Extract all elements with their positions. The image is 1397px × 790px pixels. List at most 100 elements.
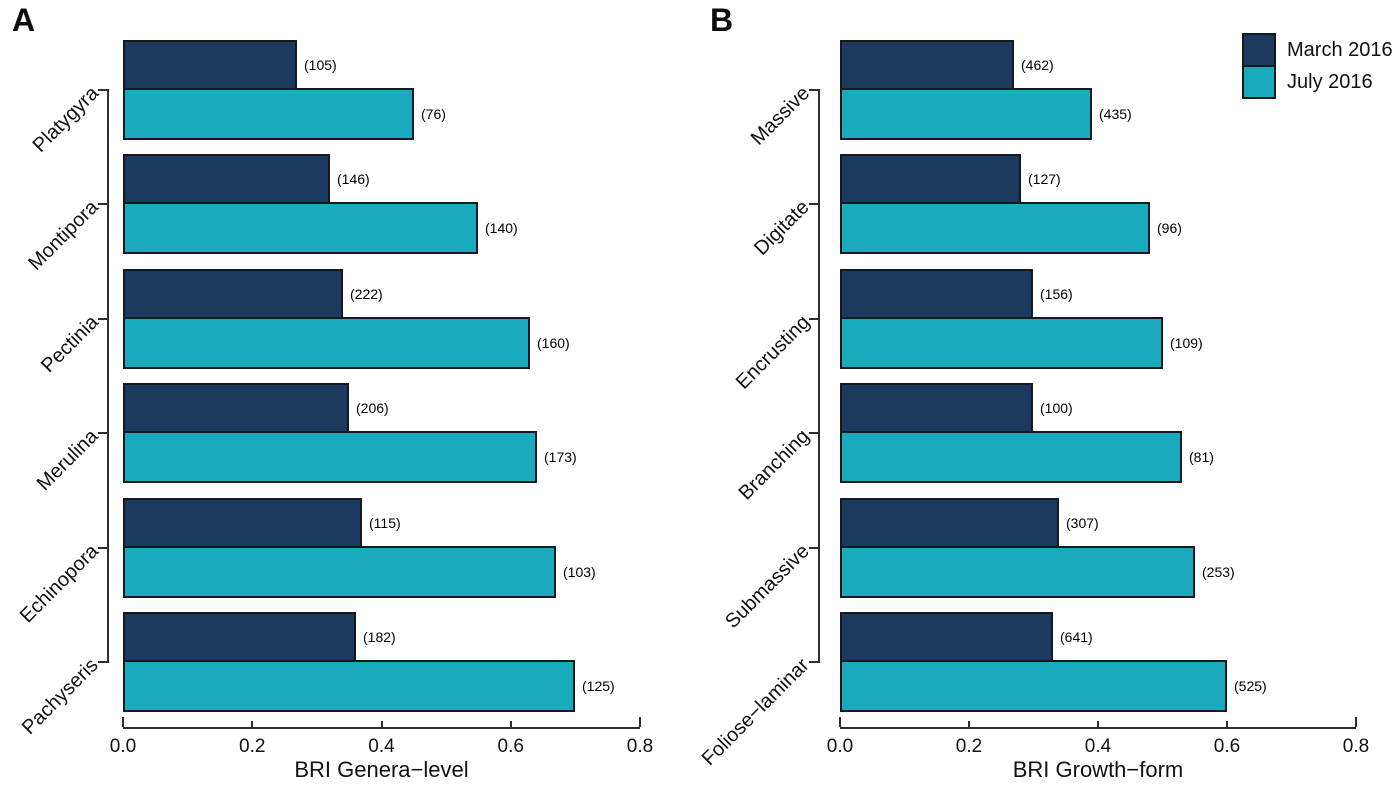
x-tick-label: 0.0 xyxy=(826,736,854,757)
sample-count-label: (140) xyxy=(485,220,518,237)
x-tick-label: 0.2 xyxy=(955,736,983,757)
x-tick-mark xyxy=(839,717,841,727)
bar-march-2016 xyxy=(123,612,356,662)
legend: March 2016 July 2016 xyxy=(1242,33,1393,99)
y-tick-mark xyxy=(809,203,818,206)
x-tick-mark xyxy=(1355,717,1357,727)
bar-march-2016 xyxy=(840,268,1033,319)
legend-label-march-2016: March 2016 xyxy=(1287,38,1393,61)
x-tick-label: 0.0 xyxy=(109,736,137,757)
y-tick-mark xyxy=(809,89,818,91)
legend-swatch-march-2016 xyxy=(1242,33,1276,67)
bar-july-2016 xyxy=(123,316,530,369)
y-tick-mark xyxy=(98,661,107,663)
bar-march-2016 xyxy=(123,383,349,434)
bar-july-2016 xyxy=(123,431,537,484)
sample-count-label: (127) xyxy=(1028,171,1061,188)
category-label: Pectinia xyxy=(36,311,103,377)
bar-july-2016 xyxy=(840,316,1163,369)
x-tick-label: 0.4 xyxy=(368,736,395,757)
sample-count-label: (206) xyxy=(356,400,389,417)
panel-b: B Massive (462) (435) Digitate (127) (96) Encr… xyxy=(698,0,1397,790)
sample-count-label: (156) xyxy=(1040,285,1073,302)
bar-july-2016 xyxy=(123,88,414,140)
bar-march-2016 xyxy=(840,40,1014,90)
panel-a-x-axis-title: BRI Genera−level xyxy=(294,757,469,782)
category-label: Pachyseris xyxy=(18,654,103,739)
x-tick-mark xyxy=(639,717,641,727)
sample-count-label: (435) xyxy=(1099,106,1132,122)
y-tick-mark xyxy=(98,432,107,435)
sample-count-label: (307) xyxy=(1066,514,1099,531)
x-tick-mark xyxy=(1097,721,1099,727)
y-tick-mark xyxy=(809,661,818,663)
sample-count-label: (222) xyxy=(350,285,383,302)
bar-march-2016 xyxy=(840,612,1053,662)
panel-b-x-axis-title: BRI Growth−form xyxy=(1012,757,1184,782)
sample-count-label: (173) xyxy=(544,449,577,466)
y-axis-line xyxy=(818,89,820,663)
x-tick-mark xyxy=(968,721,970,727)
y-tick-mark xyxy=(809,317,818,320)
category-label: Echinopora xyxy=(15,539,103,627)
category-label: Encrusting xyxy=(731,311,814,394)
sample-count-label: (105) xyxy=(304,57,337,73)
x-tick-label: 0.8 xyxy=(1342,736,1370,757)
sample-count-label: (109) xyxy=(1170,334,1203,351)
bar-march-2016 xyxy=(123,268,343,319)
x-axis-line xyxy=(123,727,640,729)
x-tick-label: 0.6 xyxy=(497,736,524,757)
bar-july-2016 xyxy=(840,660,1227,712)
panel-b-plot: Massive (462) (435) Digitate (127) (96) Encrus… xyxy=(698,0,1397,790)
y-axis-line xyxy=(107,89,109,663)
sample-count-label: (103) xyxy=(563,563,596,580)
category-label: Submassive xyxy=(721,539,814,633)
x-tick-label: 0.6 xyxy=(1213,736,1241,757)
y-tick-mark xyxy=(809,546,818,549)
bar-july-2016 xyxy=(840,88,1092,140)
x-tick-mark xyxy=(1226,721,1228,727)
bar-july-2016 xyxy=(840,202,1150,255)
x-tick-label: 0.8 xyxy=(626,736,654,757)
y-tick-mark xyxy=(809,432,818,435)
x-tick-label: 0.2 xyxy=(239,736,266,757)
panel-a: A Platygyra (105) (76) Montipora (146) (140) P… xyxy=(12,2,654,782)
x-tick-label: 0.4 xyxy=(1084,736,1112,757)
sample-count-label: (462) xyxy=(1021,57,1054,73)
sample-count-label: (81) xyxy=(1189,449,1214,466)
sample-count-label: (182) xyxy=(363,629,396,645)
bar-july-2016 xyxy=(123,660,575,712)
x-tick-mark xyxy=(380,721,383,727)
bar-march-2016 xyxy=(123,40,297,90)
bar-march-2016 xyxy=(840,497,1059,548)
legend-label-july-2016: July 2016 xyxy=(1287,70,1373,93)
category-label: Platygyra xyxy=(28,82,103,157)
bar-july-2016 xyxy=(123,202,478,255)
panel-b-letter: B xyxy=(710,2,734,38)
y-tick-mark xyxy=(98,89,107,91)
x-tick-mark xyxy=(509,721,512,727)
x-tick-mark xyxy=(251,721,254,727)
legend-row-march: March 2016 xyxy=(1242,33,1393,67)
bar-july-2016 xyxy=(840,431,1182,484)
bar-march-2016 xyxy=(840,383,1033,434)
bar-march-2016 xyxy=(123,497,362,548)
category-label: Branching xyxy=(734,425,814,505)
legend-swatch-july-2016 xyxy=(1242,65,1276,99)
sample-count-label: (76) xyxy=(421,106,446,122)
bar-march-2016 xyxy=(123,154,330,205)
category-label: Massive xyxy=(746,82,814,150)
bar-march-2016 xyxy=(840,154,1021,205)
x-tick-mark xyxy=(122,717,124,727)
sample-count-label: (125) xyxy=(582,678,615,694)
panel-a-plot: Platygyra (105) (76) Montipora (146) (140) Pec… xyxy=(15,40,654,757)
sample-count-label: (96) xyxy=(1157,220,1182,237)
legend-row-july: July 2016 xyxy=(1242,65,1393,99)
category-label: Montipora xyxy=(24,196,103,276)
category-label: Merulina xyxy=(32,425,103,496)
sample-count-label: (525) xyxy=(1234,678,1267,694)
y-tick-mark xyxy=(98,546,107,549)
y-tick-mark xyxy=(98,317,107,320)
sample-count-label: (146) xyxy=(337,171,370,188)
